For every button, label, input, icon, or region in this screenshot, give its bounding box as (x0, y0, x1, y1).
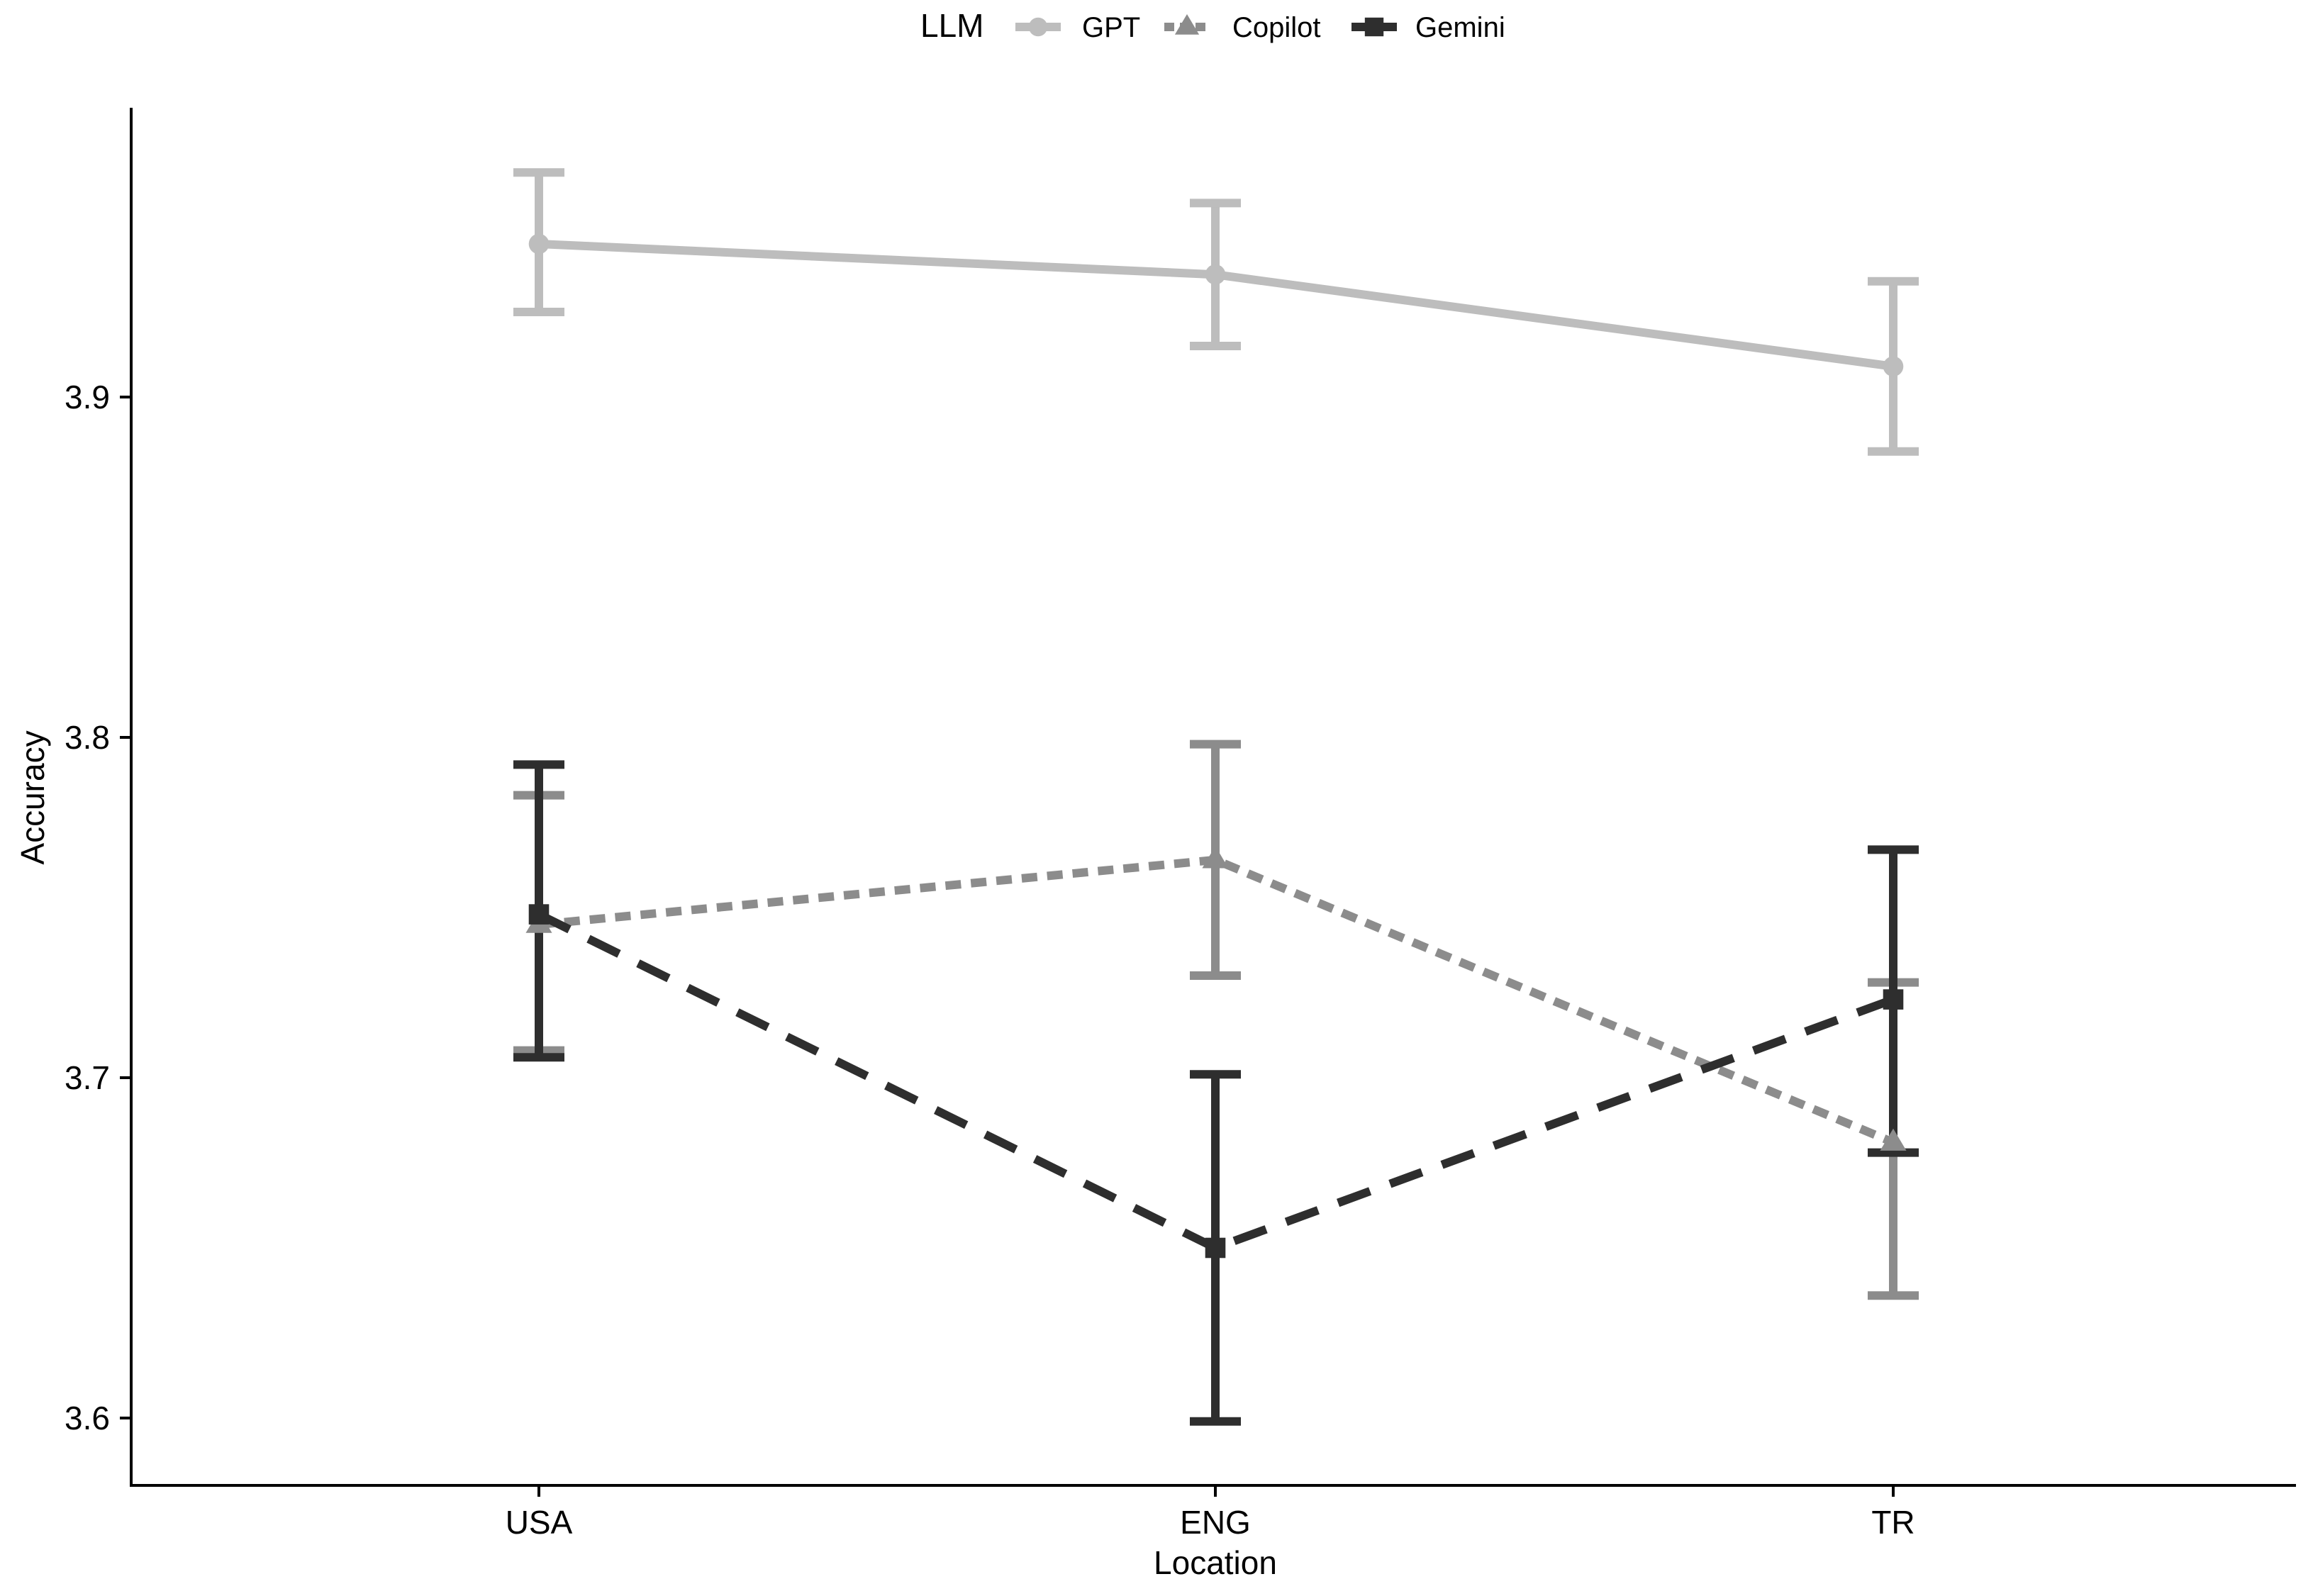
y-tick-label: 3.8 (65, 719, 110, 756)
y-axis-ticks: 3.6 3.7 3.8 3.9 (65, 379, 131, 1436)
legend-marker-gpt (1028, 17, 1048, 37)
gpt-data-point (1205, 264, 1226, 285)
legend-marker-copilot (1174, 14, 1200, 35)
y-tick-label: 3.9 (65, 379, 110, 415)
legend-entries: GPT Copilot Gemini (1015, 12, 1505, 43)
y-axis-title: Accuracy (14, 730, 51, 864)
x-axis-ticks: USA ENG TR (506, 1485, 1915, 1541)
gemini-data-point (1883, 989, 1904, 1010)
legend-label-gemini: Gemini (1415, 12, 1505, 43)
x-tick-label: TR (1871, 1504, 1915, 1541)
legend-marker-gemini (1364, 17, 1384, 37)
gemini-data-point (1205, 1237, 1226, 1259)
gemini-data-point (528, 904, 550, 925)
gemini-series-line (537, 910, 1895, 1252)
x-tick-label: USA (506, 1504, 573, 1541)
y-tick-label: 3.7 (65, 1059, 110, 1096)
error-bars (513, 168, 1919, 1426)
x-tick-label: ENG (1180, 1504, 1251, 1541)
legend-label-copilot: Copilot (1232, 12, 1321, 43)
legend-item-gemini: Gemini (1351, 12, 1505, 43)
gpt-data-point (1883, 356, 1904, 377)
legend-label-gpt: GPT (1082, 12, 1140, 43)
copilot-data-point (1880, 1128, 1907, 1151)
markers (525, 233, 1907, 1259)
copilot-data-point (1202, 846, 1229, 869)
legend-item-copilot: Copilot (1164, 12, 1321, 43)
legend-item-gpt: GPT (1015, 12, 1140, 43)
x-axis-title: Location (1154, 1544, 1277, 1581)
legend-title: LLM (920, 7, 983, 44)
y-tick-label: 3.6 (65, 1400, 110, 1436)
legend: LLM GPT Copilot Gemini (920, 7, 1505, 44)
gpt-data-point (528, 233, 550, 255)
